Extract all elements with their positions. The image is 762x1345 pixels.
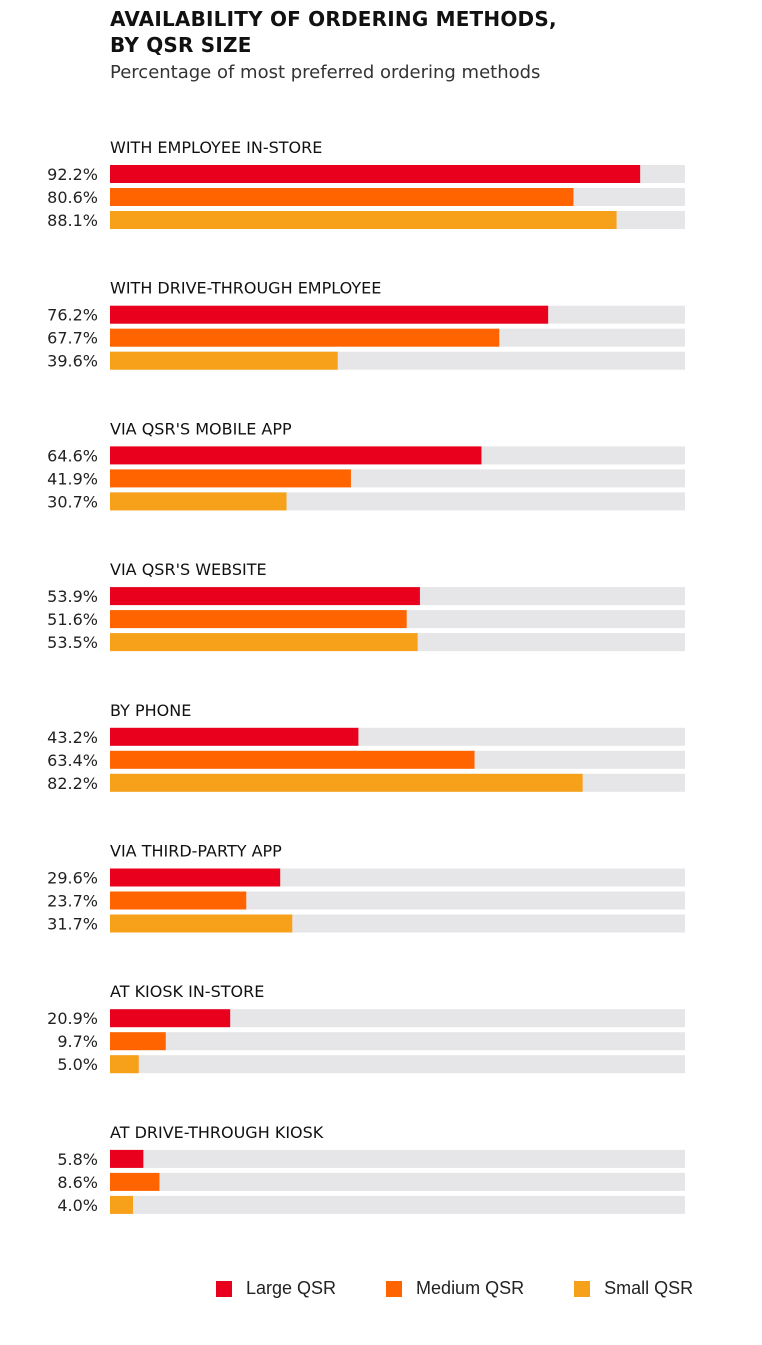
value-label-medium: 67.7% xyxy=(47,329,98,348)
chart-subtitle: Percentage of most preferred ordering me… xyxy=(110,62,541,83)
value-label-large: 20.9% xyxy=(47,1009,98,1028)
group-title: WITH EMPLOYEE IN-STORE xyxy=(110,138,322,157)
legend-label-large: Large QSR xyxy=(246,1278,337,1298)
bar-medium xyxy=(110,188,574,206)
value-label-medium: 8.6% xyxy=(57,1173,98,1192)
value-label-medium: 51.6% xyxy=(47,610,98,629)
value-label-small: 5.0% xyxy=(57,1055,98,1074)
bar-group: WITH EMPLOYEE IN-STORE 92.2% 80.6% 88.1% xyxy=(47,138,685,230)
bar-group: VIA THIRD-PARTY APP 29.6% 23.7% 31.7% xyxy=(47,842,685,934)
value-label-medium: 41.9% xyxy=(47,469,98,488)
bar-small xyxy=(110,211,617,229)
bar-medium xyxy=(110,750,475,769)
bar-small xyxy=(110,351,338,370)
value-label-large: 29.6% xyxy=(47,869,98,888)
value-label-medium: 80.6% xyxy=(47,188,98,207)
value-label-small: 30.7% xyxy=(47,492,98,511)
bar-medium xyxy=(110,1172,160,1191)
bar-large xyxy=(110,165,641,183)
legend-swatch-medium xyxy=(386,1280,403,1297)
bar-small xyxy=(110,1195,133,1214)
bar-large xyxy=(110,1149,144,1168)
bar-group: AT KIOSK IN-STORE 20.9% 9.7% 5.0% xyxy=(47,982,685,1074)
bar-chart: WITH EMPLOYEE IN-STORE92.2%80.6%88.1%WIT… xyxy=(47,138,685,1215)
value-label-small: 31.7% xyxy=(47,915,98,934)
bar-small xyxy=(110,914,293,933)
group-title: VIA QSR'S MOBILE APP xyxy=(110,419,292,438)
chart-legend: Large QSR Medium QSR Small QSR xyxy=(216,1278,693,1299)
legend-label-medium: Medium QSR xyxy=(416,1278,525,1298)
bar-group: WITH DRIVE-THROUGH EMPLOYEE 76.2% 67.7% 39.… xyxy=(47,279,685,371)
bar-track xyxy=(110,1172,685,1191)
value-label-large: 5.8% xyxy=(57,1150,98,1169)
bar-group: VIA QSR'S MOBILE APP 64.6% 41.9% 30.7% xyxy=(47,419,685,511)
bar-medium xyxy=(110,1032,166,1051)
bar-group: AT DRIVE-THROUGH KIOSK 5.8% 8.6% 4.0% xyxy=(57,1123,685,1215)
value-label-small: 82.2% xyxy=(47,774,98,793)
value-label-large: 43.2% xyxy=(47,728,98,747)
bar-large xyxy=(110,727,359,746)
bar-track xyxy=(110,891,685,910)
bar-track xyxy=(110,1149,685,1168)
value-label-large: 76.2% xyxy=(47,306,98,325)
value-label-large: 53.9% xyxy=(47,587,98,606)
legend-swatch-large xyxy=(216,1280,232,1297)
bar-track xyxy=(110,1032,685,1051)
value-label-small: 88.1% xyxy=(47,211,98,230)
bar-track xyxy=(110,1195,685,1214)
legend-label-small: Small QSR xyxy=(604,1278,694,1298)
legend-item-medium: Medium QSR xyxy=(386,1278,524,1299)
group-title: WITH DRIVE-THROUGH EMPLOYEE xyxy=(110,279,381,298)
value-label-small: 39.6% xyxy=(47,352,98,371)
chart-title: AVAILABILITY OF ORDERING METHODS, BY QSR… xyxy=(110,6,557,58)
value-label-large: 64.6% xyxy=(47,446,98,465)
bar-large xyxy=(110,587,420,606)
bar-small xyxy=(110,633,418,652)
legend-item-small: Small QSR xyxy=(574,1278,693,1299)
bar-large xyxy=(110,446,482,465)
bar-large xyxy=(110,305,549,324)
legend-swatch-small xyxy=(574,1280,591,1297)
bar-medium xyxy=(110,610,407,629)
value-label-small: 53.5% xyxy=(47,633,98,652)
group-title: AT KIOSK IN-STORE xyxy=(110,982,264,1001)
bar-large xyxy=(110,868,281,887)
bar-medium xyxy=(110,328,500,347)
group-title: VIA QSR'S WEBSITE xyxy=(110,560,267,579)
bar-track xyxy=(110,1009,685,1028)
value-label-large: 92.2% xyxy=(47,165,98,184)
value-label-medium: 23.7% xyxy=(47,892,98,911)
bar-medium xyxy=(110,891,247,910)
bar-group: BY PHONE 43.2% 63.4% 82.2% xyxy=(47,701,685,793)
bar-large xyxy=(110,1009,231,1028)
bar-track xyxy=(110,1055,685,1074)
group-title: BY PHONE xyxy=(110,701,191,720)
value-label-medium: 9.7% xyxy=(57,1032,98,1051)
bar-medium xyxy=(110,469,351,488)
value-label-small: 4.0% xyxy=(57,1196,98,1215)
value-label-medium: 63.4% xyxy=(47,751,98,770)
bar-small xyxy=(110,773,583,792)
chart-title-line-2: BY QSR SIZE xyxy=(110,33,252,57)
bar-group: VIA QSR'S WEBSITE 53.9% 51.6% 53.5% xyxy=(47,560,685,652)
bar-small xyxy=(110,492,287,511)
legend-item-large: Large QSR xyxy=(216,1278,336,1299)
group-title: VIA THIRD-PARTY APP xyxy=(110,842,282,861)
bar-small xyxy=(110,1055,139,1074)
group-title: AT DRIVE-THROUGH KIOSK xyxy=(110,1123,324,1142)
chart-title-line-1: AVAILABILITY OF ORDERING METHODS, xyxy=(110,7,557,31)
